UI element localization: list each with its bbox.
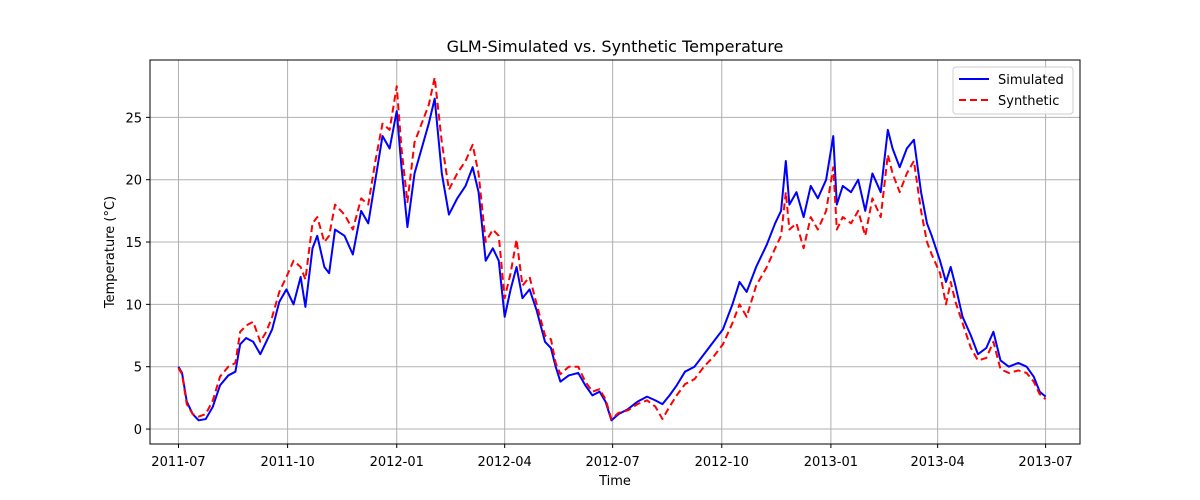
series-line-simulated <box>177 97 1047 422</box>
legend: Simulated Synthetic <box>952 66 1074 115</box>
series-lines <box>177 76 1047 422</box>
legend-label-synthetic: Synthetic <box>998 94 1059 109</box>
y-tick-label: 20 <box>125 174 142 189</box>
x-tick-label: 2011-07 <box>151 455 205 470</box>
x-axis-label: Time <box>598 474 631 489</box>
y-axis-label: Temperature (°C) <box>103 196 118 309</box>
grid-lines <box>150 60 1080 444</box>
y-tick-label: 0 <box>134 423 142 438</box>
y-tick-label: 10 <box>125 298 142 313</box>
y-tick-label: 25 <box>125 111 142 126</box>
plot-frame <box>149 59 1081 445</box>
y-tick-label: 5 <box>134 361 142 376</box>
chart-title: GLM-Simulated vs. Synthetic Temperature <box>447 37 784 56</box>
x-axis-ticks: 2011-07 2011-10 2012-01 2012-04 2012-07 2012-… <box>151 444 1073 470</box>
x-tick-label: 2013-04 <box>910 455 964 470</box>
series-line-synthetic <box>177 76 1047 421</box>
legend-label-simulated: Simulated <box>998 73 1064 88</box>
x-tick-label: 2012-01 <box>370 455 424 470</box>
y-axis-ticks: 0 5 10 15 20 25 <box>125 111 150 438</box>
y-tick-label: 15 <box>125 236 142 251</box>
x-tick-label: 2013-01 <box>804 455 858 470</box>
x-tick-label: 2012-07 <box>585 455 639 470</box>
x-tick-label: 2012-04 <box>478 455 532 470</box>
x-tick-label: 2013-07 <box>1018 455 1072 470</box>
x-tick-label: 2011-10 <box>260 455 314 470</box>
x-tick-label: 2012-10 <box>695 455 749 470</box>
